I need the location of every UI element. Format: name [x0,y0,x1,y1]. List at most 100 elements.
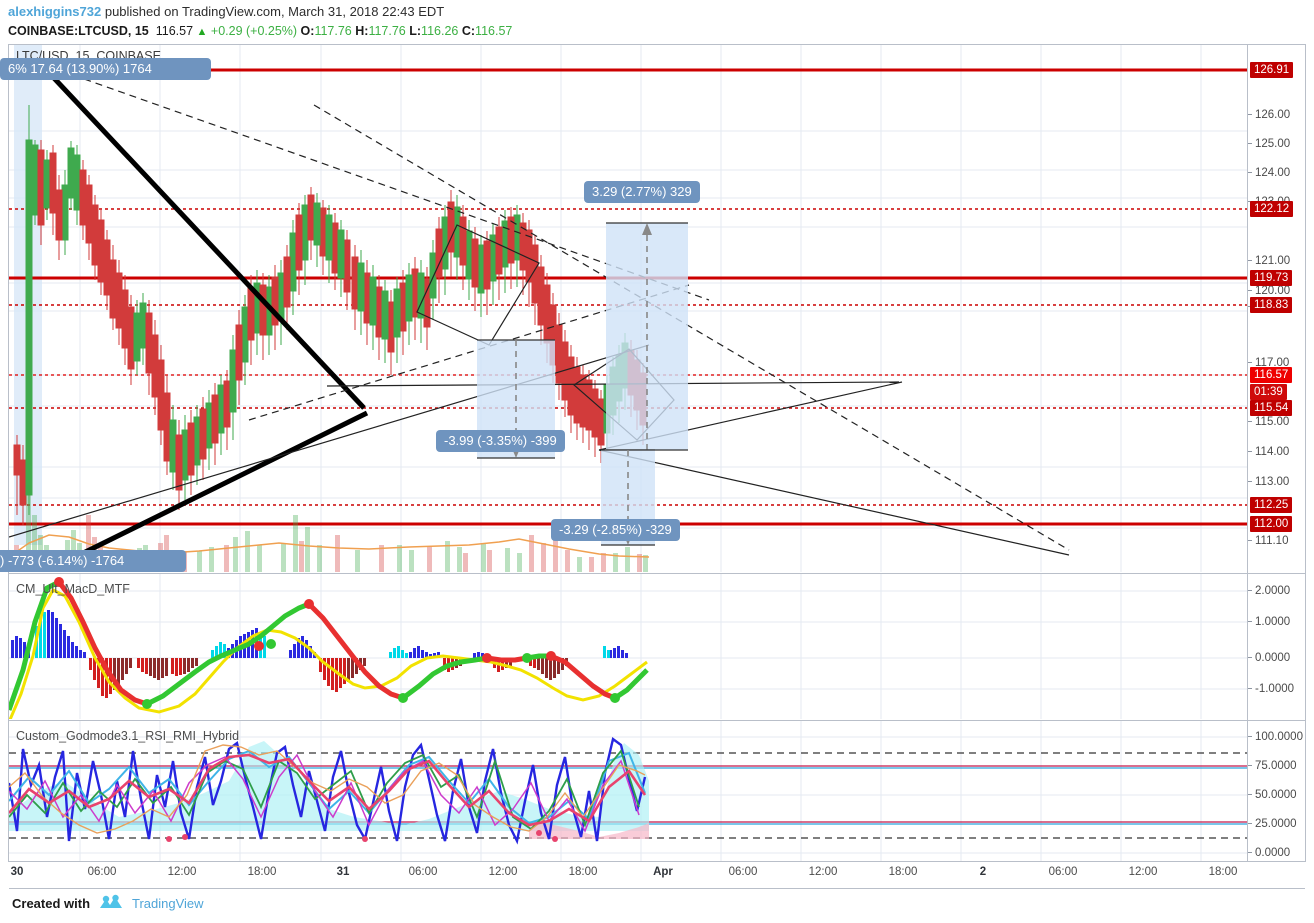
time-tick: 06:00 [1048,866,1078,878]
time-tick: 2 [979,866,987,878]
created-with-label: Created with [12,895,91,911]
high-label: H: [355,24,369,38]
price-axis[interactable]: 126.00 125.00 124.00 123.00 121.00 120.0… [1248,45,1305,572]
macd-cross-dots [54,577,620,709]
time-tick: 30 [10,866,24,878]
time-tick: 06:00 [728,866,758,878]
rsi-line-green [9,749,640,831]
macd-pane-title: CM_Ult_MacD_MTF [16,582,130,596]
price-tick: 126.00 [1248,109,1290,121]
macd-chart-svg[interactable] [9,574,1247,719]
tradingview-brand-link[interactable]: TradingView [132,895,204,911]
trendline-descending [598,449,1070,556]
close-label: C: [461,24,476,38]
price-tick: 121.00 [1248,255,1290,267]
time-tick: Apr [653,866,673,878]
macd-pane[interactable] [9,574,1247,719]
price-level-badge[interactable]: 118.83 [1250,297,1293,313]
publisher-username[interactable]: alexhiggins732 [8,4,102,19]
rsi-pink-cloud [529,822,649,839]
symbol-label[interactable]: COINBASE:LTCUSD, 15 [8,24,149,38]
channel-dashed-lower [313,104,1070,551]
price-level-badge[interactable]: 119.73 [1250,270,1293,286]
rsi-tick: 0.0000 [1248,847,1290,859]
price-level-badge[interactable]: 122.12 [1250,201,1294,217]
macd-grid [9,574,1247,719]
channel-dashed-upper [38,62,710,301]
price-change: +0.29 (+0.25%) [210,24,298,38]
price-level-badge[interactable]: 112.00 [1250,516,1293,532]
macd-tick: 2.0000 [1248,585,1290,597]
publisher-line: alexhiggins732 published on TradingView.… [8,4,444,19]
macd-line-green-up-2 [145,601,310,707]
time-tick: 12:00 [1128,866,1158,878]
pane-separator-1 [9,573,1305,574]
bar-countdown-badge: 01:39 [1250,384,1287,400]
macd-axis[interactable]: 2.0000 1.0000 0.0000 -1.0000 [1248,574,1305,719]
time-tick: 18:00 [247,866,277,878]
time-tick: 12:00 [488,866,518,878]
measure-label-top-left[interactable]: 6% 17.64 (13.90%) 1764 [0,58,211,80]
price-chart-svg[interactable] [9,45,1247,572]
time-tick: 12:00 [808,866,838,878]
price-level-badge[interactable]: 126.91 [1250,62,1294,78]
macd-line-red-down-2 [307,602,404,701]
measure-tool-up [606,222,688,451]
time-axis[interactable]: 30 06:00 12:00 18:00 31 06:00 12:00 18:0… [9,862,1305,889]
price-tick: 115.00 [1248,416,1289,428]
macd-line-red-down-3 [486,655,528,663]
macd-line-green-red [9,579,61,711]
price-tick: 125.00 [1248,138,1290,150]
rsi-cyan-cloud [9,741,649,831]
high-value: 117.76 [368,24,406,38]
price-tick: 113.00 [1248,476,1289,488]
measure-label-down-1[interactable]: -3.99 (-3.35%) -399 [436,430,565,452]
published-text: published on TradingView.com, March 31, … [104,4,445,19]
price-tick: 124.00 [1248,167,1290,179]
time-tick: 06:00 [408,866,438,878]
price-pane[interactable] [9,45,1247,572]
measure-label-down-2[interactable]: -3.29 (-2.85%) -329 [551,519,680,541]
measure-label-bottom-left[interactable]: ) -773 (-6.14%) -1764 [0,550,186,572]
price-tick: 111.10 [1248,535,1288,547]
macd-tick: 0.0000 [1248,652,1290,664]
tradingview-logo-icon [98,894,124,912]
price-level-badge[interactable]: 112.25 [1250,497,1293,513]
candlestick-series [13,105,647,525]
price-tick: 114.00 [1248,446,1289,458]
price-level-badge[interactable]: 115.54 [1250,400,1293,416]
time-tick: 18:00 [888,866,918,878]
rsi-axis[interactable]: 100.0000 75.0000 50.0000 25.0000 0.0000 [1248,721,1305,861]
channel-dashed-mid [248,284,690,421]
quote-line: COINBASE:LTCUSD, 15 116.57 ▲ +0.29 (+0.2… [8,24,512,38]
rsi-line-magenta [9,753,640,833]
rsi-pane-title: Custom_Godmode3.1_RSI_RMI_Hybrid [16,729,240,743]
rsi-pane[interactable] [9,721,1247,861]
rsi-chart-svg[interactable] [9,721,1247,861]
volume-moving-average [9,534,650,558]
price-axis-separator [1247,45,1248,862]
low-value: 116.26 [421,24,459,38]
open-label: O: [300,24,315,38]
open-value: 117.76 [314,24,352,38]
time-tick: 31 [336,866,350,878]
rsi-line-lightblue [9,749,646,825]
current-price-badge[interactable]: 116.57 [1250,367,1293,383]
trendline-down-thick [35,58,366,410]
price-tick: 117.00 [1248,357,1289,369]
measure-label-up[interactable]: 3.29 (2.77%) 329 [584,181,700,203]
time-tick: 06:00 [87,866,117,878]
rsi-tick: 100.0000 [1248,731,1303,743]
trendline-up-thick [57,410,369,568]
chart-frame[interactable] [8,44,1306,862]
rsi-line-orange [9,744,646,834]
rsi-tick: 50.0000 [1248,789,1297,801]
price-tick: 120.00 [1248,285,1290,297]
rsi-signal-dots [166,830,558,842]
macd-line-red-down [57,580,148,707]
pane-separator-3 [9,861,1305,862]
rsi-line-pink-thick [9,753,647,827]
rsi-tick: 25.0000 [1248,818,1297,830]
macd-signal-line-yellow [9,588,648,719]
time-tick: 12:00 [167,866,197,878]
